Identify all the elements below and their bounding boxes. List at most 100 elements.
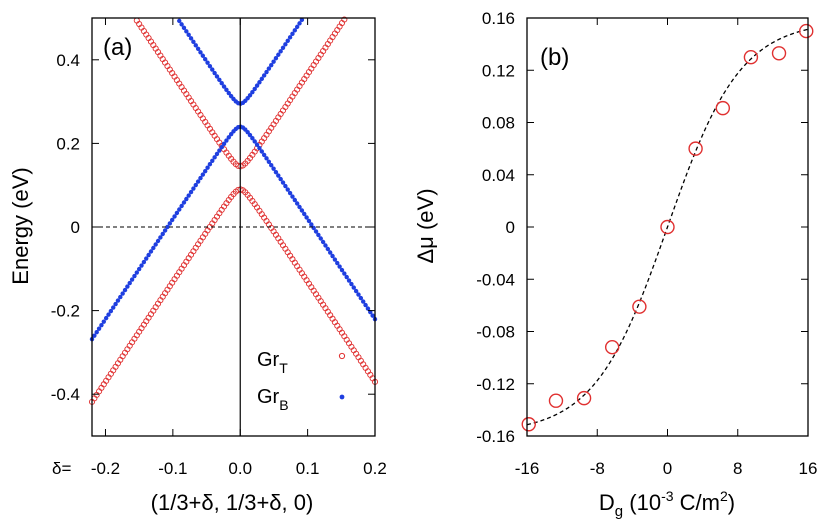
band-point-gr-b bbox=[103, 315, 109, 321]
band-point-gr-b bbox=[129, 277, 135, 282]
band-point-gr-b bbox=[136, 266, 142, 272]
band-point-gr-b bbox=[139, 263, 144, 268]
band-point-gr-b bbox=[335, 260, 340, 266]
y-tick-label: 0.16 bbox=[482, 9, 515, 28]
band-point-gr-b bbox=[278, 49, 283, 54]
panel-a-label: (a) bbox=[103, 34, 132, 61]
band-point-gr-b bbox=[219, 81, 224, 86]
band-point-gr-b bbox=[250, 136, 255, 141]
band-point-gr-b bbox=[294, 24, 300, 30]
band-point-gr-b bbox=[198, 175, 203, 181]
band-point-gr-b bbox=[327, 250, 333, 255]
band-point-gr-b bbox=[207, 63, 213, 69]
band-point-gr-b bbox=[198, 50, 203, 55]
band-point-gr-b bbox=[184, 29, 189, 34]
band-point-gr-b bbox=[245, 96, 250, 101]
band-point-gr-b bbox=[162, 228, 168, 233]
band-point-gr-b bbox=[280, 180, 286, 185]
band-point-gr-b bbox=[273, 56, 279, 61]
band-point-gr-b bbox=[217, 77, 222, 83]
band-point-gr-b bbox=[299, 208, 305, 213]
band-point-gr-b bbox=[132, 273, 137, 279]
band-point-gr-b bbox=[339, 267, 345, 273]
band-point-gr-b bbox=[283, 183, 288, 189]
panel-b-x-axis-label: Dg (10-3 C/m2) bbox=[599, 488, 735, 520]
band-point-gr-b bbox=[96, 326, 102, 331]
data-point bbox=[521, 417, 536, 432]
data-point bbox=[604, 339, 620, 355]
band-point-gr-b bbox=[245, 129, 250, 135]
band-point-gr-b bbox=[269, 163, 274, 168]
band-point-gr-b bbox=[332, 257, 338, 262]
band-point-gr-b bbox=[264, 69, 269, 75]
panel-b-chemical-potential: -16 -8 0 8 16 -0.16 -0.12 -0.08 -0.04 0 0.04 0.08 0.… bbox=[413, 9, 817, 520]
band-point-gr-b bbox=[165, 224, 170, 230]
band-point-gr-b bbox=[292, 197, 298, 203]
data-point bbox=[799, 23, 814, 39]
band-point-gr-b bbox=[191, 186, 196, 191]
y-tick-label: -0.08 bbox=[476, 323, 515, 342]
legend-marker-gr-t bbox=[338, 352, 346, 360]
band-point-gr-b bbox=[172, 214, 177, 219]
y-tick-label: -0.16 bbox=[476, 427, 515, 446]
band-point-gr-b bbox=[224, 87, 229, 93]
band-point-gr-b bbox=[346, 278, 352, 283]
panel-b-y-axis-label: Δμ (eV) bbox=[413, 188, 438, 263]
data-point bbox=[548, 393, 564, 408]
band-point-gr-b bbox=[118, 294, 123, 300]
band-point-gr-b bbox=[349, 281, 354, 287]
panel-b-label: (b) bbox=[540, 44, 569, 71]
band-point-gr-b bbox=[337, 264, 342, 269]
band-point-gr-b bbox=[287, 35, 293, 40]
band-point-gr-b bbox=[264, 156, 269, 161]
y-tick-label: -0.12 bbox=[476, 375, 515, 394]
fit-curve bbox=[526, 28, 809, 426]
band-point-gr-b bbox=[210, 67, 215, 72]
band-point-gr-b bbox=[207, 162, 213, 167]
panel-b-ticks: -16 -8 0 8 16 -0.16 -0.12 -0.08 -0.04 0 0.04 0.08 0.… bbox=[476, 9, 817, 478]
band-point-gr-b bbox=[221, 141, 227, 147]
band-point-gr-b bbox=[200, 53, 206, 58]
band-point-gr-b bbox=[193, 182, 198, 188]
band-point-gr-b bbox=[351, 285, 356, 290]
band-point-gr-b bbox=[271, 59, 276, 64]
data-point bbox=[660, 219, 675, 235]
band-point-gr-b bbox=[261, 73, 267, 78]
band-point-gr-b bbox=[99, 322, 104, 328]
band-point-gr-b bbox=[210, 158, 215, 163]
band-point-gr-b bbox=[115, 298, 121, 303]
band-point-gr-b bbox=[254, 83, 260, 88]
band-point-gr-b bbox=[144, 256, 149, 261]
band-point-gr-b bbox=[92, 333, 97, 338]
band-point-gr-b bbox=[276, 52, 281, 57]
band-point-gr-b bbox=[290, 194, 295, 199]
band-point-gr-b bbox=[148, 249, 154, 254]
band-point-gr-b bbox=[297, 204, 302, 210]
band-point-gr-b bbox=[342, 271, 347, 276]
x-tick-label: 0.1 bbox=[296, 459, 320, 478]
band-point-gr-b bbox=[356, 292, 361, 297]
band-point-gr-b bbox=[269, 62, 274, 68]
band-point-gr-b bbox=[302, 211, 307, 217]
band-point-gr-b bbox=[203, 168, 208, 174]
band-point-gr-b bbox=[306, 218, 312, 224]
band-point-gr-b bbox=[205, 60, 210, 65]
band-point-gr-b bbox=[320, 239, 326, 245]
data-point bbox=[632, 299, 647, 314]
band-point-gr-b bbox=[325, 246, 331, 252]
band-point-gr-b bbox=[181, 200, 187, 205]
band-point-gr-t bbox=[341, 16, 348, 23]
band-point-gr-b bbox=[313, 229, 319, 234]
x-tick-label: -0.1 bbox=[158, 459, 187, 478]
band-point-gr-b bbox=[219, 144, 224, 150]
band-point-gr-b bbox=[94, 329, 99, 335]
band-point-gr-b bbox=[155, 238, 161, 244]
band-point-gr-b bbox=[299, 17, 305, 23]
band-point-gr-b bbox=[217, 148, 222, 153]
band-point-gr-b bbox=[226, 135, 231, 140]
panel-a-legend: GrT GrB bbox=[257, 349, 346, 413]
y-tick-label: 0 bbox=[71, 218, 80, 237]
band-point-gr-b bbox=[254, 142, 260, 147]
band-point-gr-b bbox=[122, 287, 128, 293]
band-point-gr-b bbox=[181, 25, 187, 31]
